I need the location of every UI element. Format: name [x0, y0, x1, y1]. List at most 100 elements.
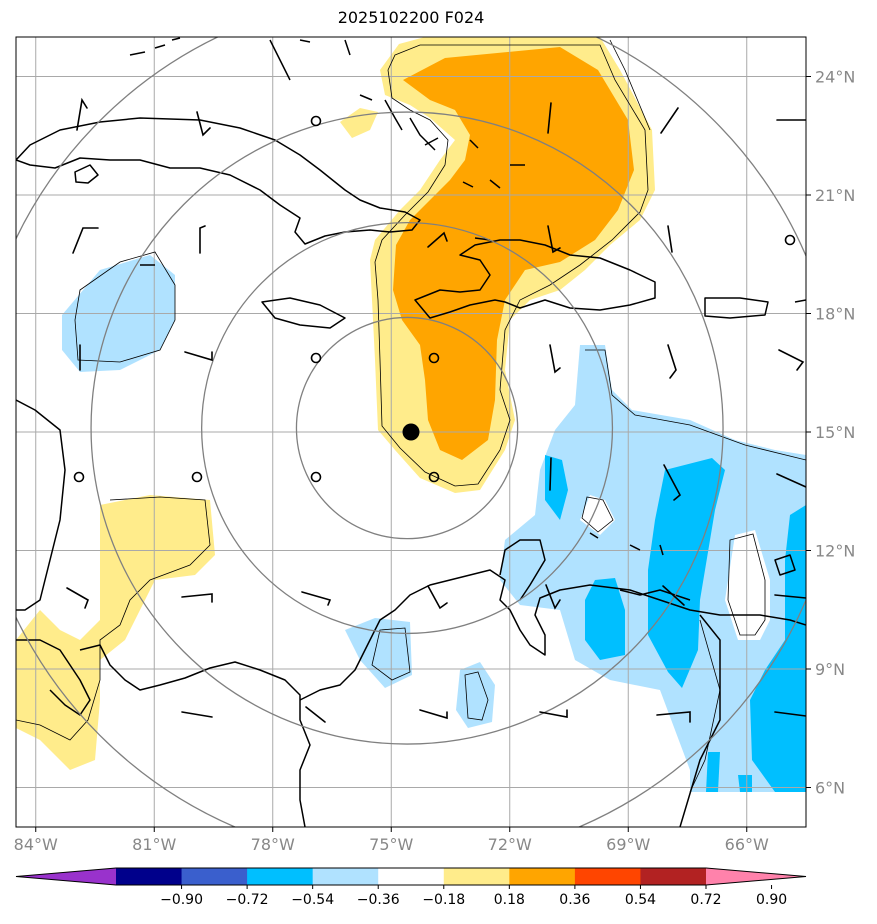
range-ring: [200, 221, 614, 635]
coastline-cuba: [16, 117, 421, 245]
lat-tick-label: 18°N: [815, 305, 855, 324]
lat-tick-label: 9°N: [815, 660, 845, 679]
wind-barb: [427, 231, 448, 248]
lon-tick-label: 72°W: [488, 835, 532, 854]
coastline-hispaniola: [414, 239, 656, 319]
calm-wind-marker: [191, 471, 203, 483]
colorbar-segment: [312, 868, 379, 885]
colorbar-segment: [247, 868, 314, 885]
wind-barb: [549, 457, 552, 491]
wind-barb: [656, 711, 691, 723]
lon-tick-label: 69°W: [606, 835, 650, 854]
wind-barb: [776, 473, 806, 488]
range-ring: [90, 111, 724, 745]
calm-wind-marker: [310, 471, 322, 483]
wind-barbs: [66, 97, 806, 723]
calm-wind-marker: [310, 115, 322, 127]
lon-tick-label: 75°W: [369, 835, 413, 854]
colorbar-segment: [509, 868, 576, 885]
coastline-islands-small: [462, 181, 806, 556]
coastline-central-america: [16, 399, 311, 827]
calm-wind-marker: [428, 471, 440, 483]
lat-tick-label: 15°N: [815, 423, 855, 442]
calm-wind-marker: [73, 471, 85, 483]
colorbar-extend-low: [16, 868, 116, 885]
lat-tick-label: 6°N: [815, 779, 845, 798]
anomaly-fill-yellow: [16, 495, 215, 770]
lat-tick-label: 24°N: [815, 68, 855, 87]
lon-tick-label: 78°W: [251, 835, 295, 854]
coastline-south-america: [299, 539, 806, 827]
colorbar-tick-label: 0.36: [559, 892, 590, 908]
coastlines: [16, 37, 806, 827]
colorbar-segment: [181, 868, 248, 885]
wind-barb: [305, 706, 326, 723]
wind-barb: [774, 594, 806, 599]
lon-tick-label: 66°W: [725, 835, 769, 854]
colorbar-segment: [574, 868, 641, 885]
calm-wind-marker: [310, 352, 322, 364]
range-ring: [295, 316, 519, 540]
wind-barb: [662, 585, 685, 606]
wind-barb: [667, 225, 673, 253]
map-plot-area: [16, 37, 806, 827]
colorbar-tick-label: −0.18: [422, 892, 465, 908]
map-title: 2025102200 F024: [337, 8, 485, 27]
anomaly-fill-deepblue: [750, 505, 806, 792]
wind-barb: [181, 711, 213, 718]
colorbar-extend-high: [706, 868, 806, 885]
colorbar-segment: [443, 868, 510, 885]
colorbar-tick-label: −0.72: [226, 892, 269, 908]
wind-barb: [419, 709, 448, 720]
coastline-bahamas: [129, 37, 525, 189]
wind-barb: [199, 225, 206, 254]
wind-barb: [427, 585, 448, 610]
wind-barb: [66, 587, 89, 609]
colorbar-tick-label: 0.90: [756, 892, 787, 908]
anomaly-fill-lightblue: [345, 618, 412, 688]
anomaly-contour-lines: [16, 39, 806, 793]
longitude-ticks: 84°W 81°W 78°W 75°W 72°W 69°W 66°W: [14, 827, 769, 854]
colorbar: −0.90 −0.72 −0.54 −0.36 −0.18 0.18 0.36 0.54 0.7…: [15, 867, 807, 908]
lat-tick-label: 12°N: [815, 542, 855, 561]
coastline-isla-juventud: [74, 164, 99, 184]
latitude-ticks: 24°N 21°N 18°N 15°N 12°N 9°N 6°N: [806, 68, 855, 798]
range-rings: [16, 37, 806, 827]
wind-barb: [778, 349, 805, 371]
wind-barb: [663, 464, 682, 501]
colorbar-tick-label: 0.54: [625, 892, 656, 908]
anomaly-fill-orange: [393, 47, 634, 460]
wind-barb: [774, 711, 806, 717]
anomaly-fill-deepblue: [648, 458, 725, 688]
wind-barb: [547, 225, 561, 254]
wind-barb: [549, 344, 561, 374]
anomaly-fill-yellow: [340, 108, 378, 138]
wind-barb: [72, 227, 99, 254]
positive-anomaly-region: [16, 37, 655, 770]
wind-barb: [184, 351, 213, 362]
storm-center-marker: [402, 423, 420, 441]
colorbar-tick-label: 0.18: [494, 892, 525, 908]
coastline-puerto-rico: [704, 297, 769, 319]
wind-barb: [545, 584, 561, 610]
calm-wind-marker: [428, 352, 440, 364]
wind-barb: [667, 344, 677, 379]
colorbar-tick-label: −0.36: [357, 892, 400, 908]
colorbar-tick-label: −0.90: [160, 892, 203, 908]
colorbar-tick-label: 0.72: [690, 892, 721, 908]
wind-barb: [547, 102, 552, 134]
anomaly-fill-deepblue: [706, 752, 720, 792]
gridlines: [16, 37, 806, 827]
colorbar-segment: [378, 868, 445, 885]
coastline-trinidad: [774, 554, 796, 576]
colorbar-tick-label: −0.54: [291, 892, 334, 908]
lon-tick-label: 84°W: [14, 835, 58, 854]
anomaly-fill-deepblue: [738, 775, 752, 792]
anomaly-fill-lightblue: [456, 662, 495, 728]
wind-barb: [196, 111, 211, 137]
colorbar-outline: [15, 867, 807, 886]
coastline-jamaica: [261, 297, 346, 329]
colorbar-segment: [116, 868, 183, 885]
wind-barb: [181, 593, 213, 603]
